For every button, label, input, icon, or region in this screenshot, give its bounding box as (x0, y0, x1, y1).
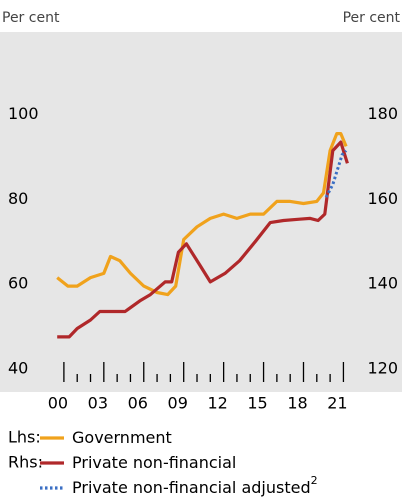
y2-tick-label: 120 (367, 358, 398, 377)
x-tick-label: 15 (247, 394, 267, 413)
series-line (324, 149, 348, 198)
series-line (56, 132, 348, 297)
y2-tick-label: 140 (367, 274, 398, 293)
legend-name: Private non-financial adjusted (72, 478, 311, 497)
y-tick-label: 60 (8, 274, 28, 293)
legend-name: Government (72, 428, 172, 447)
legend-name: Private non-financial (72, 453, 236, 472)
legend-label: Private non-financial adjusted2 (72, 474, 318, 497)
x-tick-label: 06 (128, 394, 148, 413)
plot-background (0, 32, 402, 392)
y-tick-label: 40 (8, 358, 28, 377)
legend-prefix: Lhs: (8, 428, 41, 447)
y2-tick-label: 180 (367, 104, 398, 123)
x-tick-label: 09 (168, 394, 188, 413)
x-tick-label: 00 (48, 394, 68, 413)
x-tick-label: 21 (327, 394, 347, 413)
legend-prefix: Rhs: (8, 453, 43, 472)
series-line (57, 140, 349, 339)
legend-label: Private non-financial (72, 453, 236, 472)
y-axis-label: Per cent (2, 10, 60, 26)
y-tick-label: 80 (8, 189, 28, 208)
x-tick-label: 18 (287, 394, 307, 413)
legend-label: Government (72, 428, 172, 447)
legend-footnote: 2 (311, 474, 318, 487)
x-tick-label: 03 (88, 394, 108, 413)
y2-tick-label: 160 (367, 189, 398, 208)
y2-axis-label: Per cent (343, 10, 401, 26)
x-tick-label: 12 (207, 394, 227, 413)
y-tick-label: 100 (8, 104, 39, 123)
